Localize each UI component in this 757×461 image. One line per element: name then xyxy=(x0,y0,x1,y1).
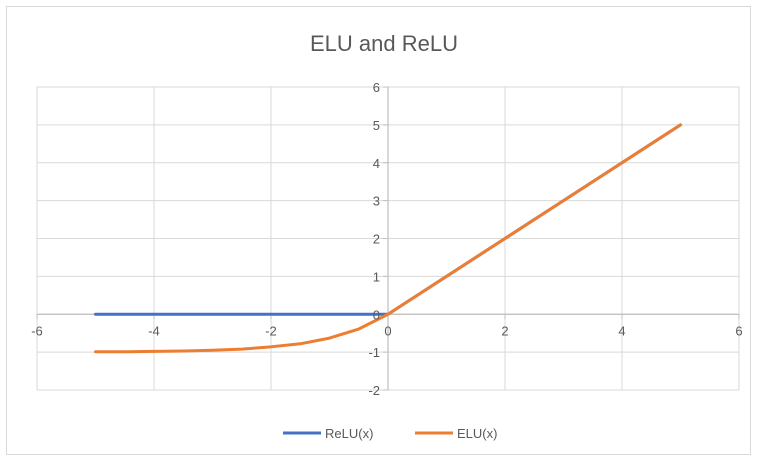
x-tick-label: 6 xyxy=(735,323,742,338)
y-tick-label: 1 xyxy=(373,269,380,284)
y-tick-label: 4 xyxy=(373,156,380,171)
y-tick-label: 3 xyxy=(373,194,380,209)
legend-label-0: ReLU(x) xyxy=(325,426,373,441)
x-tick-label: -4 xyxy=(148,323,160,338)
legend-label-1: ELU(x) xyxy=(457,426,497,441)
y-tick-label: 2 xyxy=(373,232,380,247)
x-tick-label: -2 xyxy=(265,323,277,338)
tick-labels: -6 -4 -2 0 2 4 6 -2 -1 0 1 2 3 4 5 6 xyxy=(31,80,742,398)
legend: ReLU(x) ELU(x) xyxy=(283,426,497,441)
y-tick-label: 5 xyxy=(373,118,380,133)
chart-container: ELU and ReLU -6 -4 -2 0 2 4 6 -2 -1 0 1 2 3 4 5 6 ReLU(… xyxy=(6,6,751,455)
series-lines xyxy=(94,123,682,354)
series-line-1 xyxy=(94,123,682,354)
y-tick-label: -2 xyxy=(368,383,380,398)
x-tick-label: 0 xyxy=(384,323,391,338)
y-tick-label: 6 xyxy=(373,80,380,95)
y-tick-label: 0 xyxy=(373,307,380,322)
x-tick-label: 2 xyxy=(501,323,508,338)
chart-svg: ELU and ReLU -6 -4 -2 0 2 4 6 -2 -1 0 1 2 3 4 5 6 ReLU(… xyxy=(31,31,742,441)
chart-title: ELU and ReLU xyxy=(310,31,458,56)
x-tick-label: 4 xyxy=(618,323,625,338)
x-tick-label: -6 xyxy=(31,323,43,338)
y-tick-label: -1 xyxy=(368,345,380,360)
